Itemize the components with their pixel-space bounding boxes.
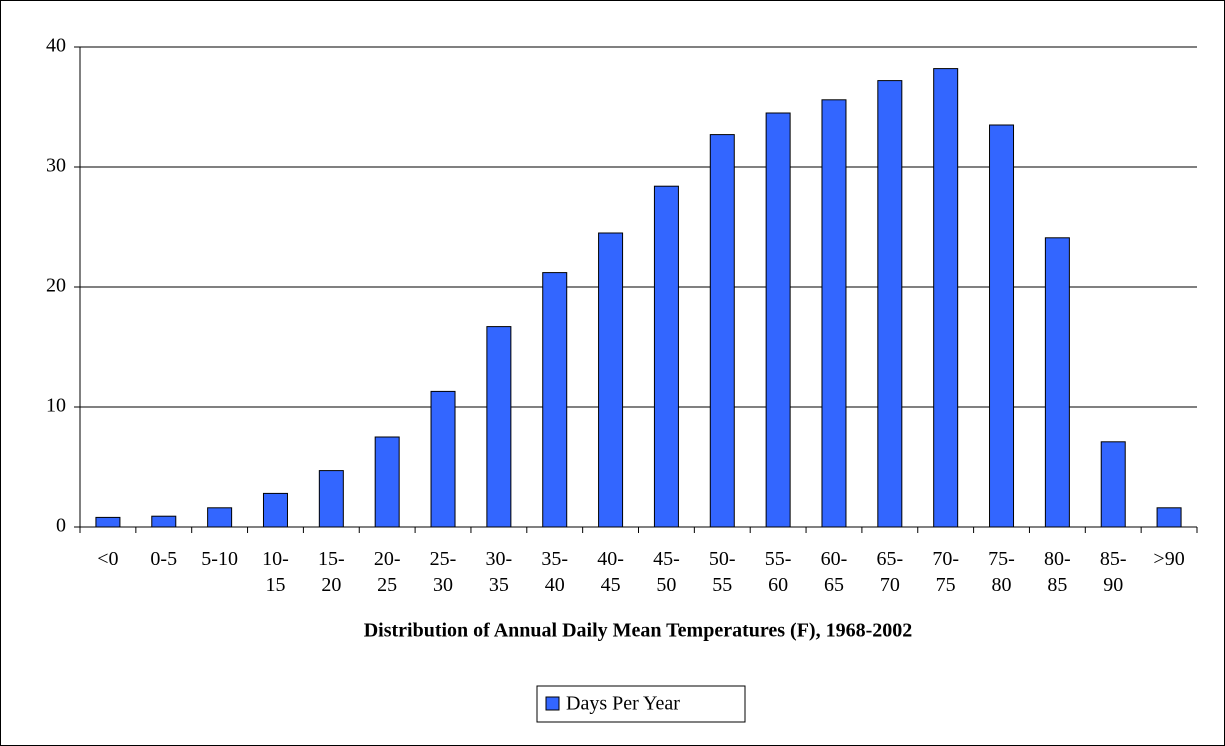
x-tick-label: 55-60 <box>764 548 792 596</box>
bar <box>151 515 177 528</box>
x-tick-label: 65-70 <box>876 548 904 596</box>
x-tick-label: 10-15 <box>262 548 289 596</box>
legend-swatch <box>545 696 560 711</box>
x-tick-label: 15-20 <box>317 548 345 596</box>
x-tick-label: 25-30 <box>429 548 457 596</box>
y-tick-label: 10 <box>46 395 66 417</box>
y-tick-label: 0 <box>56 515 66 537</box>
bar <box>821 99 847 528</box>
y-tick-label: 30 <box>46 155 66 177</box>
bar <box>318 470 344 528</box>
bar <box>1156 507 1182 528</box>
x-axis-title: Distribution of Annual Daily Mean Temper… <box>364 620 913 642</box>
x-tick-label: >90 <box>1153 548 1185 570</box>
x-tick-label: 40-45 <box>597 548 624 596</box>
bar <box>486 326 512 528</box>
bar <box>933 68 959 528</box>
x-tick-label: 20-25 <box>373 548 401 596</box>
x-tick-label: 50-55 <box>708 548 736 596</box>
x-tick-label: 85-90 <box>1099 548 1127 596</box>
bar <box>430 390 456 528</box>
bar <box>207 507 233 528</box>
x-tick-label: 45-50 <box>653 548 680 596</box>
bar <box>653 185 679 528</box>
x-tick-label: <0 <box>97 548 119 570</box>
bar <box>989 124 1015 528</box>
bar <box>374 436 400 528</box>
y-tick-label: 40 <box>46 35 66 57</box>
x-tick-label: 60-65 <box>820 548 848 596</box>
x-tick-label: 30-35 <box>485 548 513 596</box>
bar <box>765 112 791 528</box>
x-tick-label: 0-5 <box>150 548 178 570</box>
bar <box>709 134 735 528</box>
x-tick-label: 80-85 <box>1044 548 1071 596</box>
x-tick-label: 5-10 <box>201 548 238 570</box>
bar <box>1044 237 1070 528</box>
bar <box>262 492 288 528</box>
bar <box>1100 441 1126 528</box>
bar <box>877 80 903 528</box>
x-tick-label: 75-80 <box>988 548 1015 596</box>
legend-label: Days Per Year <box>566 693 680 715</box>
x-tick-label: 70-75 <box>932 548 959 596</box>
bar <box>542 272 568 528</box>
legend-box <box>536 685 746 723</box>
bar <box>598 232 624 528</box>
x-tick-label: 35-40 <box>541 548 569 596</box>
y-tick-label: 20 <box>46 275 66 297</box>
bar <box>95 516 121 528</box>
